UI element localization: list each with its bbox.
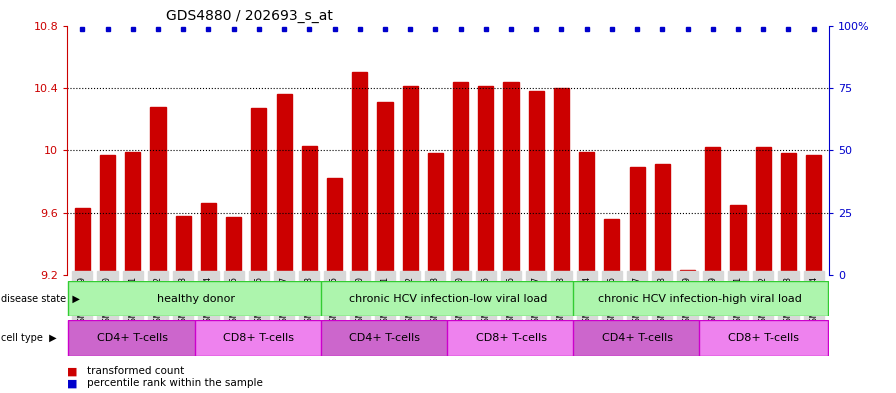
Bar bbox=[327, 178, 342, 275]
Bar bbox=[630, 167, 645, 275]
Text: CD8+ T-cells: CD8+ T-cells bbox=[223, 333, 295, 343]
Bar bbox=[194, 320, 323, 356]
Bar bbox=[504, 82, 519, 275]
Text: transformed count: transformed count bbox=[87, 366, 185, 376]
Text: CD4+ T-cells: CD4+ T-cells bbox=[349, 333, 420, 343]
Bar bbox=[554, 88, 569, 275]
Bar bbox=[151, 107, 166, 275]
Text: CD8+ T-cells: CD8+ T-cells bbox=[476, 333, 547, 343]
Bar bbox=[529, 91, 544, 275]
Bar bbox=[573, 320, 702, 356]
Bar bbox=[478, 86, 494, 275]
Bar bbox=[705, 147, 720, 275]
Text: chronic HCV infection-high viral load: chronic HCV infection-high viral load bbox=[599, 294, 802, 304]
Bar bbox=[402, 86, 418, 275]
Bar bbox=[352, 72, 367, 275]
Bar bbox=[605, 219, 619, 275]
Bar bbox=[781, 153, 796, 275]
Bar bbox=[176, 216, 191, 275]
Bar bbox=[730, 205, 745, 275]
Bar bbox=[68, 281, 323, 316]
Bar bbox=[573, 281, 828, 316]
Bar bbox=[302, 146, 317, 275]
Text: CD8+ T-cells: CD8+ T-cells bbox=[728, 333, 798, 343]
Text: percentile rank within the sample: percentile rank within the sample bbox=[87, 378, 263, 388]
Text: chronic HCV infection-low viral load: chronic HCV infection-low viral load bbox=[349, 294, 547, 304]
Bar bbox=[226, 217, 241, 275]
Text: CD4+ T-cells: CD4+ T-cells bbox=[98, 333, 168, 343]
Bar bbox=[100, 155, 115, 275]
Bar bbox=[74, 208, 90, 275]
Text: disease state  ▶: disease state ▶ bbox=[1, 294, 80, 304]
Bar bbox=[453, 82, 469, 275]
Bar bbox=[755, 147, 771, 275]
Bar bbox=[680, 270, 695, 275]
Bar bbox=[699, 320, 828, 356]
Bar bbox=[579, 152, 594, 275]
Text: GDS4880 / 202693_s_at: GDS4880 / 202693_s_at bbox=[167, 9, 333, 23]
Bar bbox=[201, 203, 216, 275]
Text: ■: ■ bbox=[67, 378, 78, 388]
Bar bbox=[321, 320, 449, 356]
Text: cell type  ▶: cell type ▶ bbox=[1, 333, 56, 343]
Bar bbox=[447, 320, 575, 356]
Bar bbox=[321, 281, 575, 316]
Bar bbox=[68, 320, 197, 356]
Text: CD4+ T-cells: CD4+ T-cells bbox=[601, 333, 673, 343]
Bar bbox=[806, 155, 822, 275]
Bar bbox=[277, 94, 291, 275]
Text: ■: ■ bbox=[67, 366, 78, 376]
Bar bbox=[377, 102, 392, 275]
Bar bbox=[251, 108, 266, 275]
Bar bbox=[427, 153, 443, 275]
Bar bbox=[125, 152, 141, 275]
Text: healthy donor: healthy donor bbox=[157, 294, 235, 304]
Bar bbox=[655, 164, 670, 275]
